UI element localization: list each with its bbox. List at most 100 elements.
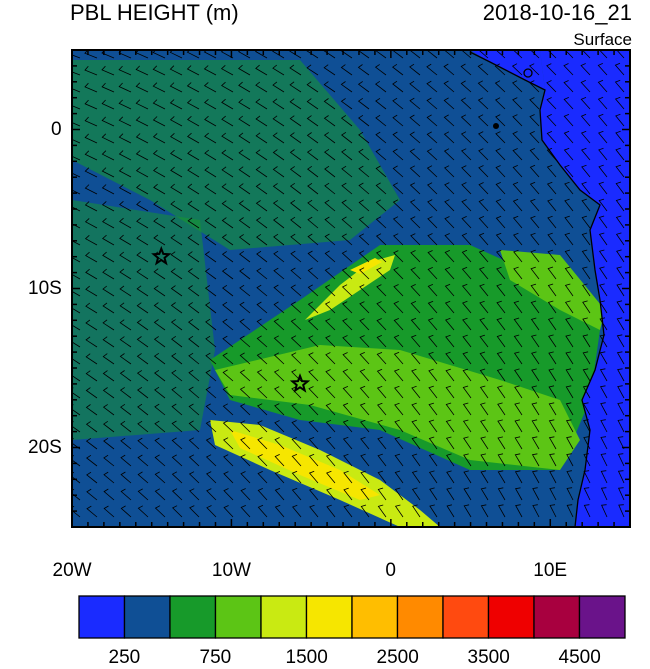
wind-barb [189,488,200,501]
wind-barb [410,334,421,348]
wind-barb [480,470,489,484]
wind-barb [154,454,166,467]
wind-barb [153,336,166,348]
wind-barb [462,402,472,416]
wind-barb [581,198,591,212]
wind-barb [203,50,217,59]
wind-barb [256,267,268,280]
wind-barb [411,368,421,382]
wind-barb [563,130,574,144]
wind-barb [342,436,353,450]
wind-barb [171,437,183,450]
wind-barb [343,504,353,518]
wind-barb [72,269,81,280]
wind-barb [360,470,370,484]
wind-barb [597,96,608,110]
wind-barb [546,147,557,161]
wind-barb [205,386,217,399]
wind-barb [427,267,438,280]
wind-barb [186,82,200,93]
wind-barb [514,487,523,501]
wind-barb [203,65,217,76]
wind-barb [256,284,268,297]
wind-barb [478,148,489,161]
wind-barb [497,436,506,450]
wind-barb [443,97,455,110]
wind-barb [376,318,387,331]
wind-barb [393,351,404,365]
wind-barb [273,267,285,280]
wind-barb [222,403,234,416]
wind-barb [102,404,115,416]
wind-barb [72,184,81,195]
wind-barb [101,82,115,93]
wind-barb [342,369,353,382]
wind-barb [531,402,540,416]
colorbar-box [169,595,217,639]
wind-barb [325,318,336,331]
wind-barb [135,116,149,127]
wind-barb [170,217,183,229]
wind-barb [462,368,472,382]
wind-barb [445,402,455,416]
wind-barb [135,167,149,178]
wind-barb [478,182,489,195]
wind-barb [478,199,489,212]
wind-barb [341,233,353,246]
wind-barb [461,216,472,229]
wind-barb [443,131,455,144]
colorbar-box [214,595,262,639]
wind-barb [239,386,251,399]
wind-barb [565,317,574,331]
wind-barb [392,182,404,195]
wind-barb [360,487,370,501]
wind-barb [546,131,557,144]
wind-barb [495,131,506,144]
wind-barb [325,369,336,382]
wind-barb [102,370,115,382]
wind-barb [463,487,472,501]
wind-barb [221,200,234,212]
wind-barb [529,63,540,76]
wind-barb [616,266,625,280]
wind-barb [530,266,540,280]
wind-barb [479,368,489,382]
wind-barb [375,182,387,195]
wind-barb [463,453,472,467]
wind-barb [394,453,404,467]
wind-barb [512,182,523,195]
wind-barb [289,50,302,59]
field-east-lightgreen [500,250,605,330]
wind-barb [240,437,251,450]
wind-barb [84,235,98,246]
wind-barb [429,504,438,518]
wind-barb [617,419,625,433]
wind-barb [514,470,523,484]
wind-barb [480,436,489,450]
wind-barb [256,318,268,331]
wind-barb [291,487,302,501]
wind-barb [324,182,336,195]
wind-barb [136,200,149,212]
wind-barb [529,97,540,110]
wind-barb [84,82,98,93]
wind-barb [84,133,98,144]
wind-barb [428,351,438,365]
wind-barb [530,300,540,314]
wind-barb [257,471,268,484]
wind-barb [170,251,183,263]
wind-barb [273,318,285,331]
wind-barb [101,167,115,178]
wind-barb [427,284,438,297]
wind-barb [255,200,268,212]
wind-barb [394,402,404,416]
wind-barb [272,132,285,144]
wind-barb [462,300,472,314]
wind-barb [204,166,217,178]
wind-barb [428,334,438,348]
wind-barb [171,471,183,484]
wind-barb [598,147,608,161]
wind-barb [495,165,506,178]
wind-barb [290,301,302,314]
wind-barb [204,115,217,127]
